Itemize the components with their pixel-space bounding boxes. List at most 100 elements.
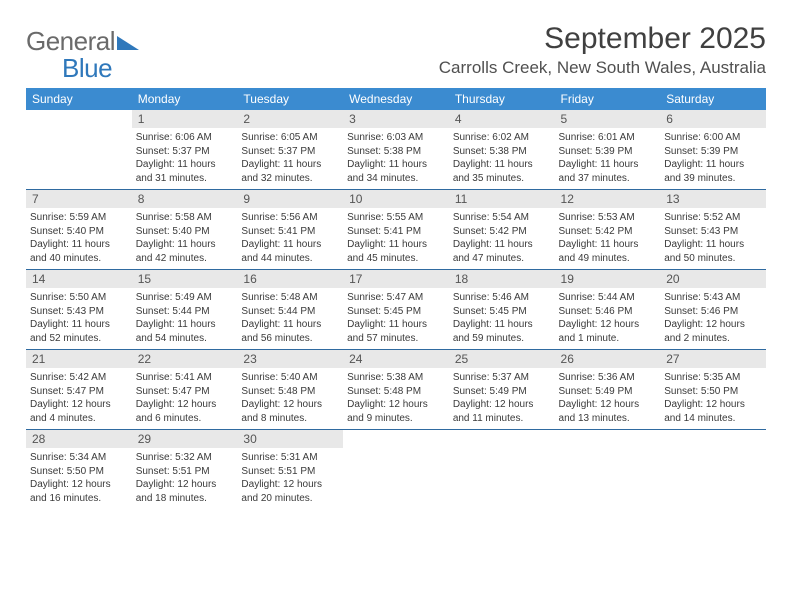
daylight-text: Daylight: 12 hours [136, 478, 234, 492]
day-number-cell: 13 [660, 190, 766, 209]
day-number-cell: 17 [343, 270, 449, 289]
daylight-text: Daylight: 12 hours [136, 398, 234, 412]
day-body-cell: Sunrise: 5:35 AMSunset: 5:50 PMDaylight:… [660, 368, 766, 430]
sunset-text: Sunset: 5:51 PM [241, 465, 339, 479]
sunrise-text: Sunrise: 6:05 AM [241, 131, 339, 145]
day-body-cell [343, 448, 449, 509]
daylight-text: and 49 minutes. [559, 252, 657, 266]
day-body-cell: Sunrise: 6:05 AMSunset: 5:37 PMDaylight:… [237, 128, 343, 190]
sunrise-text: Sunrise: 5:46 AM [453, 291, 551, 305]
calendar-body: 123456Sunrise: 6:06 AMSunset: 5:37 PMDay… [26, 110, 766, 509]
day-number-cell: 8 [132, 190, 238, 209]
day-body-cell: Sunrise: 5:58 AMSunset: 5:40 PMDaylight:… [132, 208, 238, 270]
sunset-text: Sunset: 5:45 PM [453, 305, 551, 319]
day-body-cell: Sunrise: 5:52 AMSunset: 5:43 PMDaylight:… [660, 208, 766, 270]
day-number-cell: 20 [660, 270, 766, 289]
daylight-text: Daylight: 12 hours [241, 478, 339, 492]
day-header-thu: Thursday [449, 88, 555, 110]
daylight-text: Daylight: 11 hours [559, 158, 657, 172]
sunset-text: Sunset: 5:37 PM [136, 145, 234, 159]
day-body [449, 448, 555, 502]
logo: General Blue [26, 28, 139, 82]
day-body: Sunrise: 5:44 AMSunset: 5:46 PMDaylight:… [555, 288, 661, 349]
day-number-cell: 6 [660, 110, 766, 128]
day-body: Sunrise: 5:49 AMSunset: 5:44 PMDaylight:… [132, 288, 238, 349]
day-body: Sunrise: 5:36 AMSunset: 5:49 PMDaylight:… [555, 368, 661, 429]
day-number: 22 [132, 350, 238, 368]
day-body-cell [449, 448, 555, 509]
daylight-text: and 37 minutes. [559, 172, 657, 186]
day-number-cell [660, 430, 766, 449]
logo-triangle-icon [117, 34, 139, 55]
day-body: Sunrise: 5:48 AMSunset: 5:44 PMDaylight:… [237, 288, 343, 349]
day-number-cell: 30 [237, 430, 343, 449]
day-number: 13 [660, 190, 766, 208]
day-body: Sunrise: 5:56 AMSunset: 5:41 PMDaylight:… [237, 208, 343, 269]
daylight-text: Daylight: 12 hours [30, 478, 128, 492]
calendar-table: Sunday Monday Tuesday Wednesday Thursday… [26, 88, 766, 509]
daylight-text: and 44 minutes. [241, 252, 339, 266]
sunset-text: Sunset: 5:43 PM [664, 225, 762, 239]
day-body: Sunrise: 5:46 AMSunset: 5:45 PMDaylight:… [449, 288, 555, 349]
day-number: 11 [449, 190, 555, 208]
day-body-cell: Sunrise: 5:31 AMSunset: 5:51 PMDaylight:… [237, 448, 343, 509]
day-number: 6 [660, 110, 766, 128]
day-body: Sunrise: 5:41 AMSunset: 5:47 PMDaylight:… [132, 368, 238, 429]
day-number-cell: 14 [26, 270, 132, 289]
daylight-text: Daylight: 12 hours [453, 398, 551, 412]
sunrise-text: Sunrise: 5:52 AM [664, 211, 762, 225]
daylight-text: Daylight: 12 hours [30, 398, 128, 412]
daylight-text: and 42 minutes. [136, 252, 234, 266]
sunset-text: Sunset: 5:46 PM [664, 305, 762, 319]
day-number-cell: 29 [132, 430, 238, 449]
day-body-cell: Sunrise: 5:38 AMSunset: 5:48 PMDaylight:… [343, 368, 449, 430]
sunset-text: Sunset: 5:41 PM [241, 225, 339, 239]
daylight-text: Daylight: 11 hours [664, 158, 762, 172]
sunrise-text: Sunrise: 5:32 AM [136, 451, 234, 465]
sunrise-text: Sunrise: 5:35 AM [664, 371, 762, 385]
day-number: 29 [132, 430, 238, 448]
daylight-text: Daylight: 11 hours [453, 238, 551, 252]
day-number: 14 [26, 270, 132, 288]
sunset-text: Sunset: 5:41 PM [347, 225, 445, 239]
day-number: 7 [26, 190, 132, 208]
daylight-text: Daylight: 11 hours [347, 238, 445, 252]
day-body: Sunrise: 6:06 AMSunset: 5:37 PMDaylight:… [132, 128, 238, 189]
sunrise-text: Sunrise: 5:38 AM [347, 371, 445, 385]
day-body: Sunrise: 5:53 AMSunset: 5:42 PMDaylight:… [555, 208, 661, 269]
day-body [26, 128, 132, 182]
day-body-cell: Sunrise: 5:50 AMSunset: 5:43 PMDaylight:… [26, 288, 132, 350]
daylight-text: Daylight: 11 hours [453, 158, 551, 172]
day-body [343, 448, 449, 502]
day-number: 5 [555, 110, 661, 128]
day-number: 9 [237, 190, 343, 208]
day-body-cell: Sunrise: 5:56 AMSunset: 5:41 PMDaylight:… [237, 208, 343, 270]
sunrise-text: Sunrise: 5:54 AM [453, 211, 551, 225]
sunrise-text: Sunrise: 5:59 AM [30, 211, 128, 225]
day-number-cell [555, 430, 661, 449]
daylight-text: and 14 minutes. [664, 412, 762, 426]
sunrise-text: Sunrise: 5:36 AM [559, 371, 657, 385]
day-body: Sunrise: 5:42 AMSunset: 5:47 PMDaylight:… [26, 368, 132, 429]
sunrise-text: Sunrise: 5:43 AM [664, 291, 762, 305]
day-number: 27 [660, 350, 766, 368]
day-number-cell [26, 110, 132, 128]
daylight-text: Daylight: 11 hours [30, 238, 128, 252]
day-number: 26 [555, 350, 661, 368]
day-body-cell: Sunrise: 6:06 AMSunset: 5:37 PMDaylight:… [132, 128, 238, 190]
sunset-text: Sunset: 5:48 PM [347, 385, 445, 399]
day-body-cell [555, 448, 661, 509]
daylight-text: and 57 minutes. [347, 332, 445, 346]
sunrise-text: Sunrise: 5:58 AM [136, 211, 234, 225]
daylight-text: and 1 minute. [559, 332, 657, 346]
day-body-cell: Sunrise: 6:03 AMSunset: 5:38 PMDaylight:… [343, 128, 449, 190]
daylight-text: Daylight: 11 hours [136, 158, 234, 172]
day-number: 19 [555, 270, 661, 288]
day-number: 16 [237, 270, 343, 288]
sunset-text: Sunset: 5:40 PM [136, 225, 234, 239]
daylight-text: Daylight: 11 hours [453, 318, 551, 332]
day-body: Sunrise: 5:50 AMSunset: 5:43 PMDaylight:… [26, 288, 132, 349]
sunrise-text: Sunrise: 5:55 AM [347, 211, 445, 225]
daylight-text: and 45 minutes. [347, 252, 445, 266]
daylight-text: and 20 minutes. [241, 492, 339, 506]
